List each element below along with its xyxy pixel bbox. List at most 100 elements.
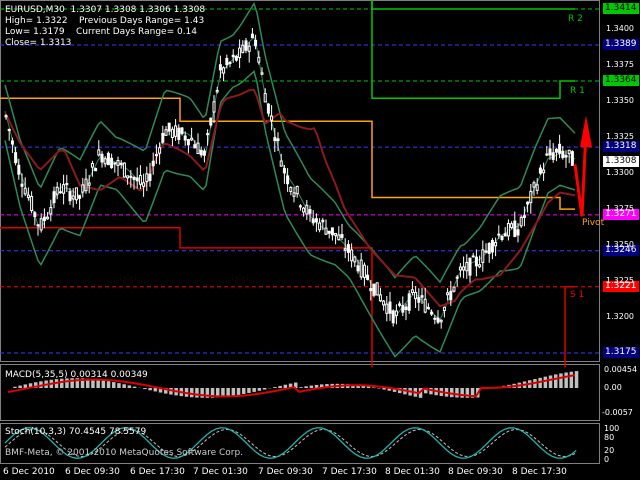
candle [321,217,325,231]
candle [366,265,370,281]
macd-bar [273,387,277,388]
candle [241,40,245,54]
candle [474,249,478,277]
macd-bar [65,378,69,388]
macd-bar [294,382,298,388]
candle [206,129,210,146]
stoch-main-line [4,427,577,459]
moving-average [4,88,576,308]
candle [49,199,53,222]
macd-bar [127,385,132,388]
macd-bar [80,378,85,388]
price-label: 1.3389 [603,38,639,50]
macd-tick-zero: 0.00 [604,383,622,392]
macd-bar [143,388,147,390]
candle [334,232,338,245]
candle [17,158,21,180]
macd-bar [60,378,64,388]
macd-bar [387,388,392,391]
candle [270,105,274,131]
candle [433,315,437,325]
candle [330,227,334,241]
candle [4,114,8,120]
candle [58,183,62,194]
candle [410,281,414,295]
candle [487,241,491,263]
macd-bar [366,386,371,388]
candle [186,138,190,154]
candle [74,187,78,204]
candle [481,240,485,272]
candle [238,39,242,69]
close-readout: Close= 1.3313 [5,38,72,48]
macd-bar [314,384,319,388]
macd-bar [70,378,74,388]
candle [359,252,363,280]
candle [398,301,402,308]
macd-bar [548,375,553,388]
price-axis-tick: 1.3325 [606,132,634,142]
macd-bar [226,388,230,397]
macd-bar [351,384,355,388]
macd-bar [278,385,282,388]
macd-bar [231,388,236,396]
price-axis-tick: 1.3350 [606,96,634,106]
candle [548,139,552,160]
candle [327,230,331,239]
stoch-tick-0: 0 [604,455,610,464]
candle [446,288,450,301]
candle [564,150,568,168]
macd-tick-top: 0.00454 [604,365,638,374]
candle [388,291,392,321]
candle [209,117,213,128]
copyright-text: BMF-Meta, © 2001-2010 MetaQuotes Softwar… [5,448,244,458]
macd-bar [96,379,100,388]
macd-bar [101,380,106,388]
candle [71,188,75,208]
candle [129,170,133,188]
price-label: 1.3308 [603,155,639,167]
macd-bar [164,388,168,394]
macd-bar [242,388,246,394]
candle [119,160,123,169]
macd-tick-bottom: -0.0057 [602,408,633,417]
candle [353,255,357,268]
candle [215,86,219,94]
candle [250,27,254,39]
candle [212,95,216,124]
macd-bar [538,377,542,388]
candle [87,174,91,194]
candle [551,143,555,163]
candle [394,304,398,325]
macd-bar [465,388,470,398]
r2-line [371,0,575,10]
candle [174,119,178,141]
candle [513,211,517,238]
candle [417,288,421,311]
candle [305,199,309,220]
macd-bar [221,388,225,397]
candle [423,287,427,314]
macd-bar [216,388,220,398]
price-axis-tick: 1.3225 [606,276,634,286]
time-axis-label: 6 Dec 2010 [3,467,55,477]
candle [158,142,162,165]
macd-bar [398,388,402,394]
candle [10,137,14,153]
price-label: 1.3246 [603,244,639,256]
candle [468,257,472,283]
time-axis-label: 6 Dec 17:30 [130,467,185,477]
time-axis-label: 7 Dec 17:30 [322,467,377,477]
macd-bar [106,381,111,388]
price-axis-tick: 1.3400 [606,24,634,34]
candle [426,303,430,310]
candle [145,166,149,192]
candle [263,88,267,103]
candle [436,310,440,325]
candle [391,309,395,327]
macd-bar [153,388,158,392]
price-axis-tick: 1.3200 [606,312,634,322]
candle [295,185,299,198]
price-label: 1.3318 [603,141,639,153]
